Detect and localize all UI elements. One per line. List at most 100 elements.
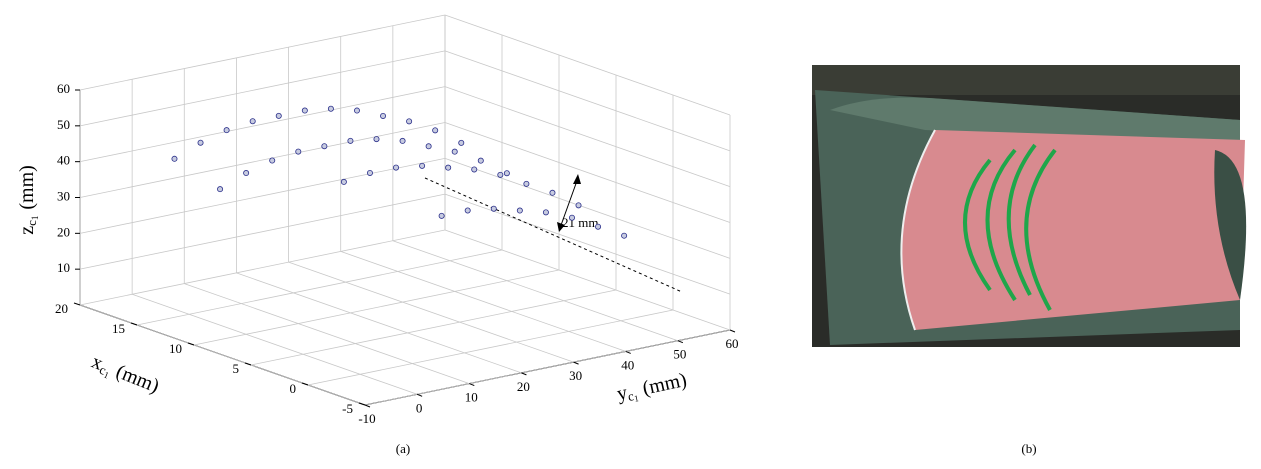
tick-mark bbox=[358, 402, 366, 406]
data-point bbox=[595, 223, 602, 230]
z-subsub: 1 bbox=[30, 216, 40, 221]
x-subsub: 1 bbox=[102, 370, 110, 381]
z-unit: (mm) bbox=[16, 165, 38, 209]
tick-mark bbox=[364, 404, 371, 408]
y-tick-label: 0 bbox=[416, 400, 423, 415]
reference-line bbox=[424, 177, 683, 293]
grid-line bbox=[193, 269, 560, 346]
caption: (a) bbox=[396, 441, 410, 456]
z-symbol: z bbox=[16, 226, 38, 235]
y-unit: (mm) bbox=[641, 369, 689, 400]
data-point bbox=[275, 112, 282, 119]
data-point bbox=[438, 212, 445, 219]
data-point bbox=[568, 214, 575, 221]
tick-mark bbox=[729, 329, 736, 333]
y-subsub: 1 bbox=[633, 393, 639, 404]
z-tick-label: 20 bbox=[57, 224, 70, 239]
data-point bbox=[445, 164, 452, 171]
x-tick-label: 5 bbox=[233, 361, 240, 376]
data-point bbox=[327, 105, 334, 112]
x-unit: (mm) bbox=[113, 360, 162, 397]
grid-line bbox=[79, 229, 446, 306]
arrow-head bbox=[557, 222, 565, 232]
tick-mark bbox=[677, 340, 684, 344]
x-axis-label: xc1 (mm) bbox=[88, 350, 163, 399]
data-point bbox=[490, 205, 497, 212]
grid-line bbox=[79, 14, 446, 91]
grid-line bbox=[340, 251, 626, 352]
grid-line bbox=[79, 304, 366, 406]
grid-line bbox=[444, 50, 731, 152]
grid-line bbox=[444, 157, 731, 259]
tick-mark bbox=[187, 342, 195, 346]
data-point bbox=[393, 164, 400, 171]
y-tick-label: 20 bbox=[517, 379, 530, 394]
data-point bbox=[425, 143, 432, 150]
distance-arrow bbox=[559, 177, 579, 229]
grid-line bbox=[307, 309, 674, 386]
z-tick-label: 10 bbox=[57, 260, 70, 275]
y-tick-label: 50 bbox=[673, 347, 686, 362]
y-tick-label: 30 bbox=[569, 368, 582, 383]
data-point bbox=[406, 118, 413, 125]
data-point bbox=[223, 127, 230, 134]
grid-line bbox=[236, 272, 522, 374]
x-subscript: c bbox=[97, 362, 108, 378]
data-point bbox=[419, 162, 426, 169]
y-subscript: c bbox=[626, 388, 635, 404]
tick-mark bbox=[73, 302, 81, 306]
data-point bbox=[503, 170, 510, 177]
x-tick-label: -5 bbox=[342, 401, 353, 416]
data-point bbox=[621, 232, 628, 239]
z-tick-label: 30 bbox=[57, 188, 70, 203]
data-point bbox=[353, 107, 360, 114]
grid-line bbox=[288, 261, 574, 363]
grid-line bbox=[79, 193, 446, 270]
x-tick-label: 20 bbox=[55, 301, 68, 316]
grid-line bbox=[79, 86, 446, 163]
data-point bbox=[217, 186, 224, 193]
grid-line bbox=[132, 293, 418, 395]
data-point bbox=[249, 118, 256, 125]
data-point bbox=[458, 139, 465, 146]
y-tick-label: 40 bbox=[621, 357, 634, 372]
grid-line bbox=[444, 193, 731, 295]
data-point bbox=[549, 189, 556, 196]
grid-line bbox=[444, 229, 731, 331]
data-point bbox=[321, 143, 328, 150]
x-tick-label: 15 bbox=[112, 321, 125, 336]
tick-mark bbox=[130, 322, 138, 326]
tick-mark bbox=[625, 350, 631, 354]
arrow-head bbox=[573, 174, 581, 184]
x-tick-label: 10 bbox=[169, 341, 182, 356]
z-axis-label: zc1 (mm) bbox=[16, 165, 40, 235]
z-tick-label: 50 bbox=[57, 117, 70, 132]
grid-line bbox=[79, 50, 446, 127]
data-point bbox=[373, 136, 380, 143]
tick-mark bbox=[521, 372, 527, 376]
grid-line bbox=[79, 157, 446, 234]
y-axis-label: yc1(mm) bbox=[615, 369, 689, 408]
grid-line bbox=[364, 329, 731, 406]
grid-line bbox=[444, 122, 731, 223]
z-tick-label: 40 bbox=[57, 153, 70, 168]
grid-line bbox=[444, 14, 731, 116]
grid-line bbox=[184, 283, 470, 384]
data-point bbox=[366, 169, 373, 176]
data-point bbox=[340, 178, 347, 185]
z-subscript: c bbox=[24, 220, 39, 226]
tick-mark bbox=[573, 361, 579, 365]
data-point bbox=[295, 148, 302, 155]
caption: (b) bbox=[1021, 441, 1036, 456]
data-point bbox=[171, 155, 178, 162]
data-point bbox=[497, 171, 504, 178]
data-point bbox=[523, 180, 530, 187]
y-symbol: y bbox=[615, 381, 629, 405]
x-tick-label: 0 bbox=[290, 381, 297, 396]
data-point bbox=[399, 137, 406, 144]
data-point bbox=[451, 148, 458, 155]
data-point bbox=[575, 202, 582, 209]
data-point bbox=[542, 209, 549, 216]
data-point bbox=[464, 207, 471, 214]
